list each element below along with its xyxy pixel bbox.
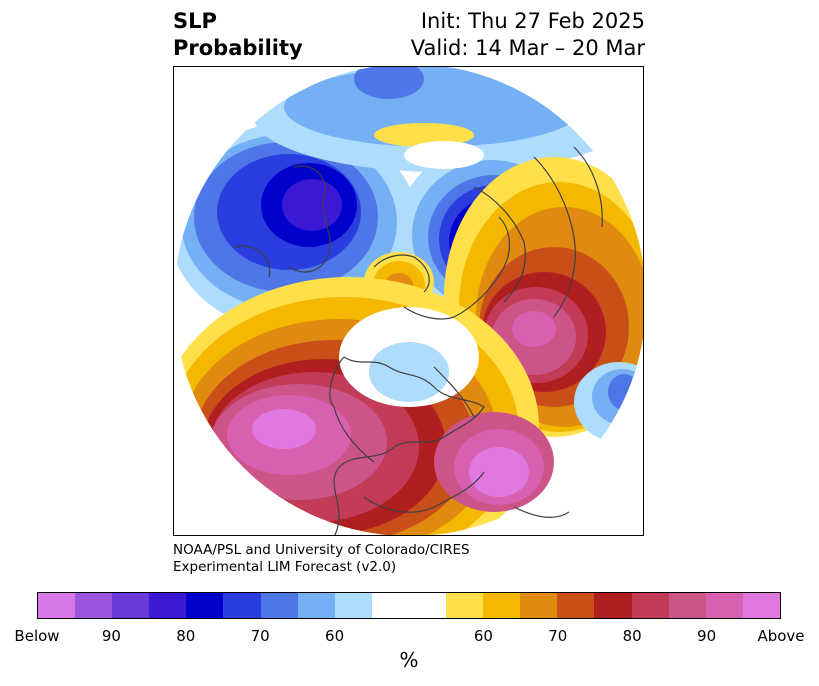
colorbar-segment-0 bbox=[38, 593, 76, 618]
colorbar-tick-label: 90 bbox=[697, 627, 717, 645]
colorbar-segment-18 bbox=[705, 593, 743, 618]
neutral-canada bbox=[339, 307, 479, 407]
colorbar-segment-8 bbox=[334, 593, 372, 618]
valid-date: Valid: 14 Mar – 20 Mar bbox=[410, 36, 645, 60]
coastline-1 bbox=[329, 356, 375, 463]
colorbar-segment-10 bbox=[408, 593, 447, 618]
colorbar-segment-16 bbox=[631, 593, 669, 618]
colorbar-tick-label: Above bbox=[757, 627, 805, 645]
coastline-9 bbox=[363, 471, 485, 513]
colorbar-unit: % bbox=[399, 648, 419, 672]
colorbar-segment-19 bbox=[742, 593, 780, 618]
coastline-10 bbox=[513, 506, 570, 519]
coastline-5 bbox=[473, 186, 526, 303]
coastline-11 bbox=[233, 245, 271, 278]
colorbar-segment-12 bbox=[483, 593, 521, 618]
credit-text: NOAA/PSL and University of Colorado/CIRE… bbox=[173, 542, 470, 576]
colorbar-tick-label: Below bbox=[14, 627, 60, 645]
coastline-6 bbox=[533, 156, 576, 318]
colorbar-segment-11 bbox=[446, 593, 484, 618]
probability-map bbox=[173, 66, 644, 536]
variable-title-line1: SLP bbox=[173, 9, 217, 33]
date-title: Init: Thu 27 Feb 2025 Valid: 14 Mar – 20… bbox=[411, 8, 645, 62]
credit-line1: NOAA/PSL and University of Colorado/CIRE… bbox=[173, 542, 470, 558]
coastline-3 bbox=[373, 254, 430, 293]
colorbar-segment-3 bbox=[149, 593, 187, 618]
colorbar-tick-label: 60 bbox=[473, 627, 493, 645]
colorbar-segment-9 bbox=[371, 593, 409, 618]
coastline-0 bbox=[333, 356, 485, 535]
credit-line2: Experimental LIM Forecast (v2.0) bbox=[173, 559, 397, 575]
colorbar-segment-17 bbox=[668, 593, 706, 618]
coastline-4 bbox=[288, 165, 331, 273]
colorbar-segment-13 bbox=[520, 593, 558, 618]
colorbar-segment-6 bbox=[260, 593, 298, 618]
variable-title-line2: Probability bbox=[173, 36, 303, 60]
colorbar-segment-15 bbox=[594, 593, 632, 618]
contour-below_65 bbox=[608, 374, 640, 410]
contour-below_80 bbox=[282, 179, 342, 231]
colorbar-segment-2 bbox=[112, 593, 150, 618]
colorbar-tick-label: 80 bbox=[176, 627, 196, 645]
contour-below_55 bbox=[369, 342, 449, 402]
contour-above_90 bbox=[512, 311, 556, 347]
variable-title: SLP Probability bbox=[173, 8, 303, 62]
init-date: Init: Thu 27 Feb 2025 bbox=[420, 9, 645, 33]
colorbar-tick-label: 70 bbox=[548, 627, 568, 645]
contour-below_65 bbox=[354, 67, 424, 99]
colorbar-segment-4 bbox=[186, 593, 224, 618]
colorbar-segment-14 bbox=[557, 593, 595, 618]
colorbar-segment-7 bbox=[297, 593, 335, 618]
contour-neutral bbox=[404, 141, 484, 169]
contour-above_far bbox=[252, 409, 316, 449]
coastline-2 bbox=[403, 216, 511, 320]
colorbar bbox=[37, 592, 781, 619]
forecast-field bbox=[174, 67, 643, 535]
contour-above_55 bbox=[374, 123, 474, 147]
colorbar-tick-label: 90 bbox=[101, 627, 121, 645]
contour-above_far bbox=[469, 447, 529, 497]
colorbar-segment-5 bbox=[223, 593, 261, 618]
coastlines bbox=[233, 146, 603, 535]
colorbar-tick-label: 60 bbox=[325, 627, 345, 645]
colorbar-segment-1 bbox=[75, 593, 113, 618]
map-canvas bbox=[174, 67, 643, 535]
above-normal-arctic-band bbox=[374, 123, 484, 169]
coastline-8 bbox=[433, 366, 475, 418]
colorbar-tick-label: 70 bbox=[250, 627, 270, 645]
coastline-7 bbox=[573, 146, 603, 228]
colorbar-tick-label: 80 bbox=[622, 627, 642, 645]
